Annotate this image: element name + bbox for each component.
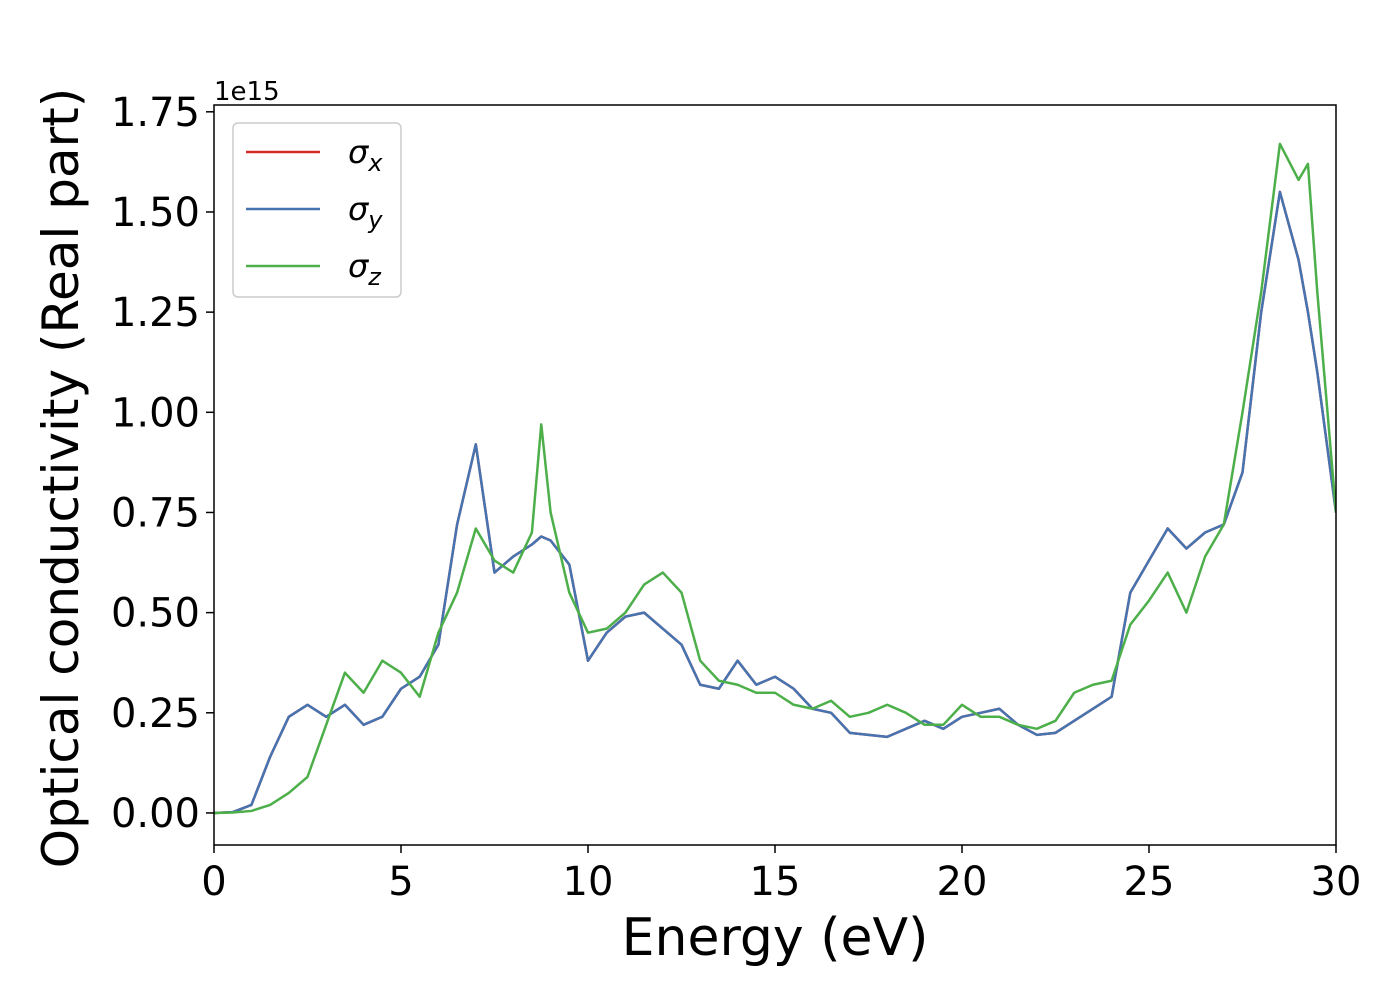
x-tick-label: 10 [563,859,614,905]
y-tick-label: 1.00 [111,390,200,436]
legend-label: σy [348,190,383,234]
x-tick-label: 25 [1124,859,1175,905]
x-tick-label: 0 [201,859,226,905]
y-tick-label: 0.50 [111,591,200,637]
y-axis-label: Optical conductivity (Real part) [32,88,90,869]
series-line [214,190,1336,815]
series-line [214,142,1336,815]
y-tick-label: 1.50 [111,190,200,236]
x-tick-label: 15 [750,859,801,905]
x-axis-label: Energy (eV) [622,908,929,968]
y-tick-label: 1.75 [111,90,200,136]
y-tick-label: 1.25 [111,290,200,336]
y-tick-label: 0.00 [111,791,200,837]
legend-label: σx [348,133,383,177]
y-offset-label: 1e15 [214,77,280,107]
x-tick-label: 20 [937,859,988,905]
plot-frame [213,104,1337,846]
x-tick-label: 5 [388,859,413,905]
y-tick-label: 0.75 [111,490,200,536]
y-tick-label: 0.25 [111,691,200,737]
x-tick-label: 30 [1311,859,1362,905]
legend-label: σz [348,247,382,291]
